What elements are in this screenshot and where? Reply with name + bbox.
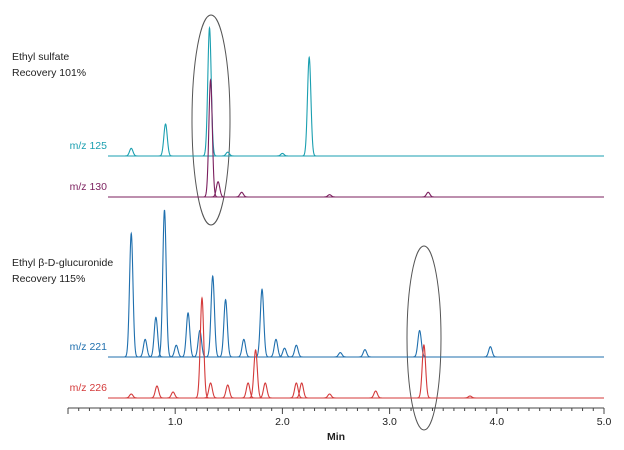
peak (202, 25, 217, 157)
peak (241, 382, 255, 399)
x-tick-label: 1.0 (168, 416, 183, 428)
peak (269, 338, 283, 358)
peak (138, 338, 153, 358)
peak (248, 349, 263, 399)
peak (417, 344, 431, 399)
peak (220, 151, 235, 157)
peak (277, 347, 292, 358)
group-subtitle: Recovery 115% (12, 273, 85, 285)
peak (333, 352, 348, 358)
peak (158, 123, 173, 157)
peak (236, 338, 251, 358)
group-title: Ethyl β-D-glucuronide (12, 257, 113, 269)
highlight-ellipse (406, 245, 442, 431)
peak (220, 384, 235, 399)
peak (234, 191, 249, 198)
peak (421, 191, 436, 198)
peak (302, 55, 317, 157)
peak (124, 231, 139, 358)
peak (358, 349, 372, 358)
peak (150, 385, 164, 399)
x-axis-label: Min (327, 431, 345, 443)
highlight-ellipse (191, 14, 231, 226)
peak (483, 346, 498, 358)
peak (211, 181, 225, 198)
group-title: Ethyl sulfate (12, 51, 69, 63)
peak (412, 329, 427, 358)
peak (149, 316, 163, 358)
x-tick-label: 3.0 (382, 416, 397, 428)
series-label: m/z 226 (70, 382, 108, 394)
peak (169, 344, 184, 358)
peak (289, 344, 304, 358)
series-label: m/z 221 (70, 341, 108, 353)
peak (203, 382, 218, 399)
peak (166, 391, 180, 399)
peak (124, 393, 139, 399)
peak (124, 147, 139, 157)
x-tick-label: 2.0 (275, 416, 290, 428)
peak (218, 298, 233, 358)
peak (289, 382, 304, 399)
peak (181, 312, 195, 358)
peak (258, 382, 273, 399)
peak (195, 296, 209, 399)
peak (157, 209, 172, 358)
peak (294, 382, 309, 399)
peak (463, 395, 477, 399)
series-label: m/z 130 (70, 181, 108, 193)
series-label: m/z 125 (70, 140, 108, 152)
peak (322, 194, 337, 198)
peak (205, 274, 220, 358)
peak (322, 393, 337, 399)
x-tick-label: 5.0 (597, 416, 612, 428)
peak (275, 152, 290, 157)
peak (368, 390, 383, 399)
peak (255, 288, 269, 358)
x-tick-label: 4.0 (489, 416, 504, 428)
group-subtitle: Recovery 101% (12, 67, 86, 79)
